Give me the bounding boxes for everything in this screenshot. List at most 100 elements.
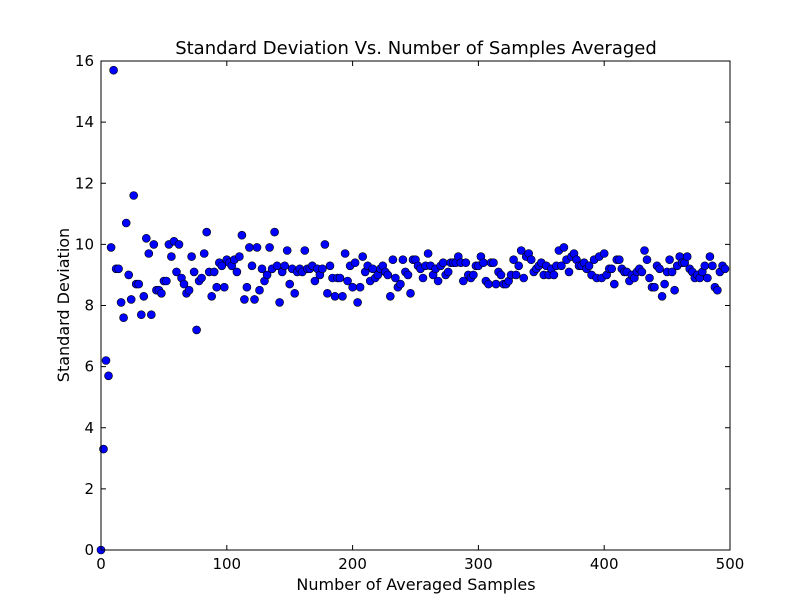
- x-tick-label: 400: [590, 555, 619, 573]
- data-point: [197, 273, 206, 283]
- data-point: [469, 270, 478, 280]
- data-point: [665, 255, 674, 265]
- data-point: [212, 282, 221, 292]
- data-point: [320, 240, 330, 249]
- y-tick-label: 14: [75, 113, 94, 131]
- y-tick-label: 2: [84, 480, 94, 498]
- data-point: [192, 325, 201, 335]
- x-tick-label: 300: [464, 555, 493, 573]
- x-tick-label: 0: [96, 555, 106, 573]
- data-point: [121, 218, 131, 228]
- data-point: [330, 291, 340, 301]
- data-point: [708, 261, 717, 271]
- data-point: [491, 279, 501, 289]
- data-point: [700, 261, 710, 271]
- data-point: [124, 270, 133, 280]
- data-point: [509, 255, 518, 265]
- data-point: [116, 298, 126, 307]
- x-tick-label: 100: [212, 555, 241, 573]
- data-point: [705, 252, 715, 261]
- data-point: [242, 282, 252, 292]
- data-point: [645, 273, 654, 283]
- data-point: [338, 291, 347, 301]
- data-point: [174, 240, 184, 249]
- data-point: [310, 276, 320, 286]
- data-point: [433, 276, 443, 286]
- data-point: [514, 261, 524, 271]
- data-point: [139, 291, 149, 301]
- data-point: [496, 270, 506, 280]
- y-tick-label: 6: [84, 358, 94, 376]
- data-point: [114, 264, 123, 274]
- data-point: [391, 273, 400, 283]
- data-point: [137, 310, 146, 320]
- data-point: [657, 291, 667, 301]
- data-point: [209, 267, 219, 277]
- data-point: [162, 276, 171, 286]
- x-tick-label: 200: [338, 555, 367, 573]
- data-point: [489, 258, 498, 268]
- y-tick-label: 4: [84, 419, 94, 437]
- data-point: [235, 252, 244, 261]
- data-point: [189, 267, 199, 277]
- data-point: [358, 252, 368, 261]
- data-point: [350, 258, 360, 268]
- data-point: [607, 264, 617, 274]
- chart-title: Standard Deviation Vs. Number of Samples…: [175, 38, 657, 59]
- y-tick-label: 8: [84, 297, 94, 315]
- plot-area: 0 100 200 300 400 500 0 2 4 6 8 10 12 14 16: [75, 52, 744, 573]
- data-point: [247, 261, 257, 271]
- data-point: [270, 227, 279, 237]
- data-point: [383, 270, 393, 280]
- y-tick-label: 16: [75, 52, 94, 70]
- data-point: [255, 285, 264, 295]
- data-point: [479, 258, 488, 268]
- y-tick-label: 12: [75, 174, 94, 192]
- data-point: [343, 276, 352, 286]
- data-point: [438, 258, 448, 268]
- data-point: [511, 270, 521, 280]
- data-point: [207, 291, 216, 301]
- data-point: [703, 273, 712, 283]
- data-point: [202, 227, 211, 237]
- data-point: [232, 267, 242, 277]
- data-point: [147, 310, 156, 320]
- data-point: [516, 246, 526, 255]
- data-point: [640, 246, 649, 255]
- data-point: [458, 276, 468, 286]
- data-point: [655, 264, 664, 274]
- data-point: [106, 243, 116, 252]
- data-point: [275, 298, 284, 307]
- data-point: [265, 243, 274, 252]
- y-tick-label: 0: [84, 541, 94, 559]
- data-point: [443, 267, 453, 277]
- data-point: [245, 243, 254, 252]
- data-point: [406, 288, 415, 298]
- data-point: [388, 255, 398, 265]
- data-point: [682, 252, 692, 261]
- data-point: [403, 270, 413, 280]
- y-tick-label: 10: [75, 235, 94, 253]
- data-point: [144, 249, 154, 258]
- data-point: [300, 246, 310, 255]
- data-point: [348, 282, 357, 292]
- data-point: [142, 234, 151, 243]
- data-point: [282, 246, 292, 255]
- plot-background: [101, 61, 730, 550]
- data-point: [126, 295, 136, 304]
- data-point: [285, 279, 295, 289]
- data-point: [335, 273, 345, 283]
- data-point: [157, 288, 166, 298]
- data-point: [134, 279, 143, 289]
- data-point: [252, 243, 262, 252]
- data-point: [557, 261, 566, 271]
- data-point: [129, 191, 138, 200]
- data-point: [240, 295, 249, 304]
- x-axis-label: Number of Averaged Samples: [296, 575, 535, 594]
- data-point: [355, 282, 365, 292]
- data-point: [584, 261, 594, 271]
- data-point: [398, 255, 408, 265]
- data-point: [101, 356, 111, 365]
- data-point: [104, 371, 113, 381]
